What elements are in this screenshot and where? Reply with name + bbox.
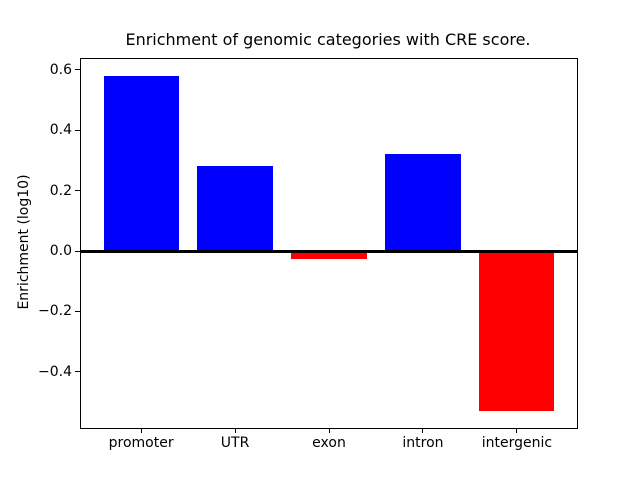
- y-tick-mark: [75, 69, 80, 71]
- y-axis-label: Enrichment (log10): [16, 174, 32, 310]
- plot-area: 0.6 0.4 0.2 0.0 −0.2 −0.4 promoter UTR exon intro…: [38, 58, 578, 451]
- x-tick-label-exon: exon: [312, 435, 346, 451]
- y-tick-label: 0.0: [49, 243, 72, 260]
- y-tick-label: −0.4: [38, 363, 72, 380]
- bar-exon: [291, 251, 367, 259]
- y-tick-label: 0.2: [49, 182, 72, 199]
- bar-promoter: [103, 75, 179, 252]
- chart-title: Enrichment of genomic categories with CR…: [125, 30, 531, 49]
- x-tick-mark: [328, 428, 330, 433]
- y-tick-mark: [75, 371, 80, 373]
- y-tick-mark: [75, 190, 80, 192]
- x-tick-mark: [140, 428, 142, 433]
- x-tick-label-intergenic: intergenic: [481, 435, 553, 451]
- y-tick-mark: [75, 310, 80, 312]
- zero-baseline: [81, 249, 577, 253]
- x-tick-mark: [234, 428, 236, 433]
- x-tick-mark: [422, 428, 424, 433]
- y-tick-mark: [75, 129, 80, 131]
- x-tick-mark: [516, 428, 518, 433]
- x-tick-label-UTR: UTR: [220, 435, 250, 451]
- y-tick-label: −0.2: [38, 303, 72, 320]
- bar-intron: [385, 154, 461, 252]
- bar-intergenic: [479, 251, 555, 412]
- y-tick-label: 0.6: [49, 61, 72, 78]
- x-tick-label-promoter: promoter: [108, 435, 174, 451]
- y-tick-mark: [75, 250, 80, 252]
- x-tick-label-intron: intron: [402, 435, 444, 451]
- bar-UTR: [197, 166, 273, 252]
- y-tick-label: 0.4: [49, 122, 72, 139]
